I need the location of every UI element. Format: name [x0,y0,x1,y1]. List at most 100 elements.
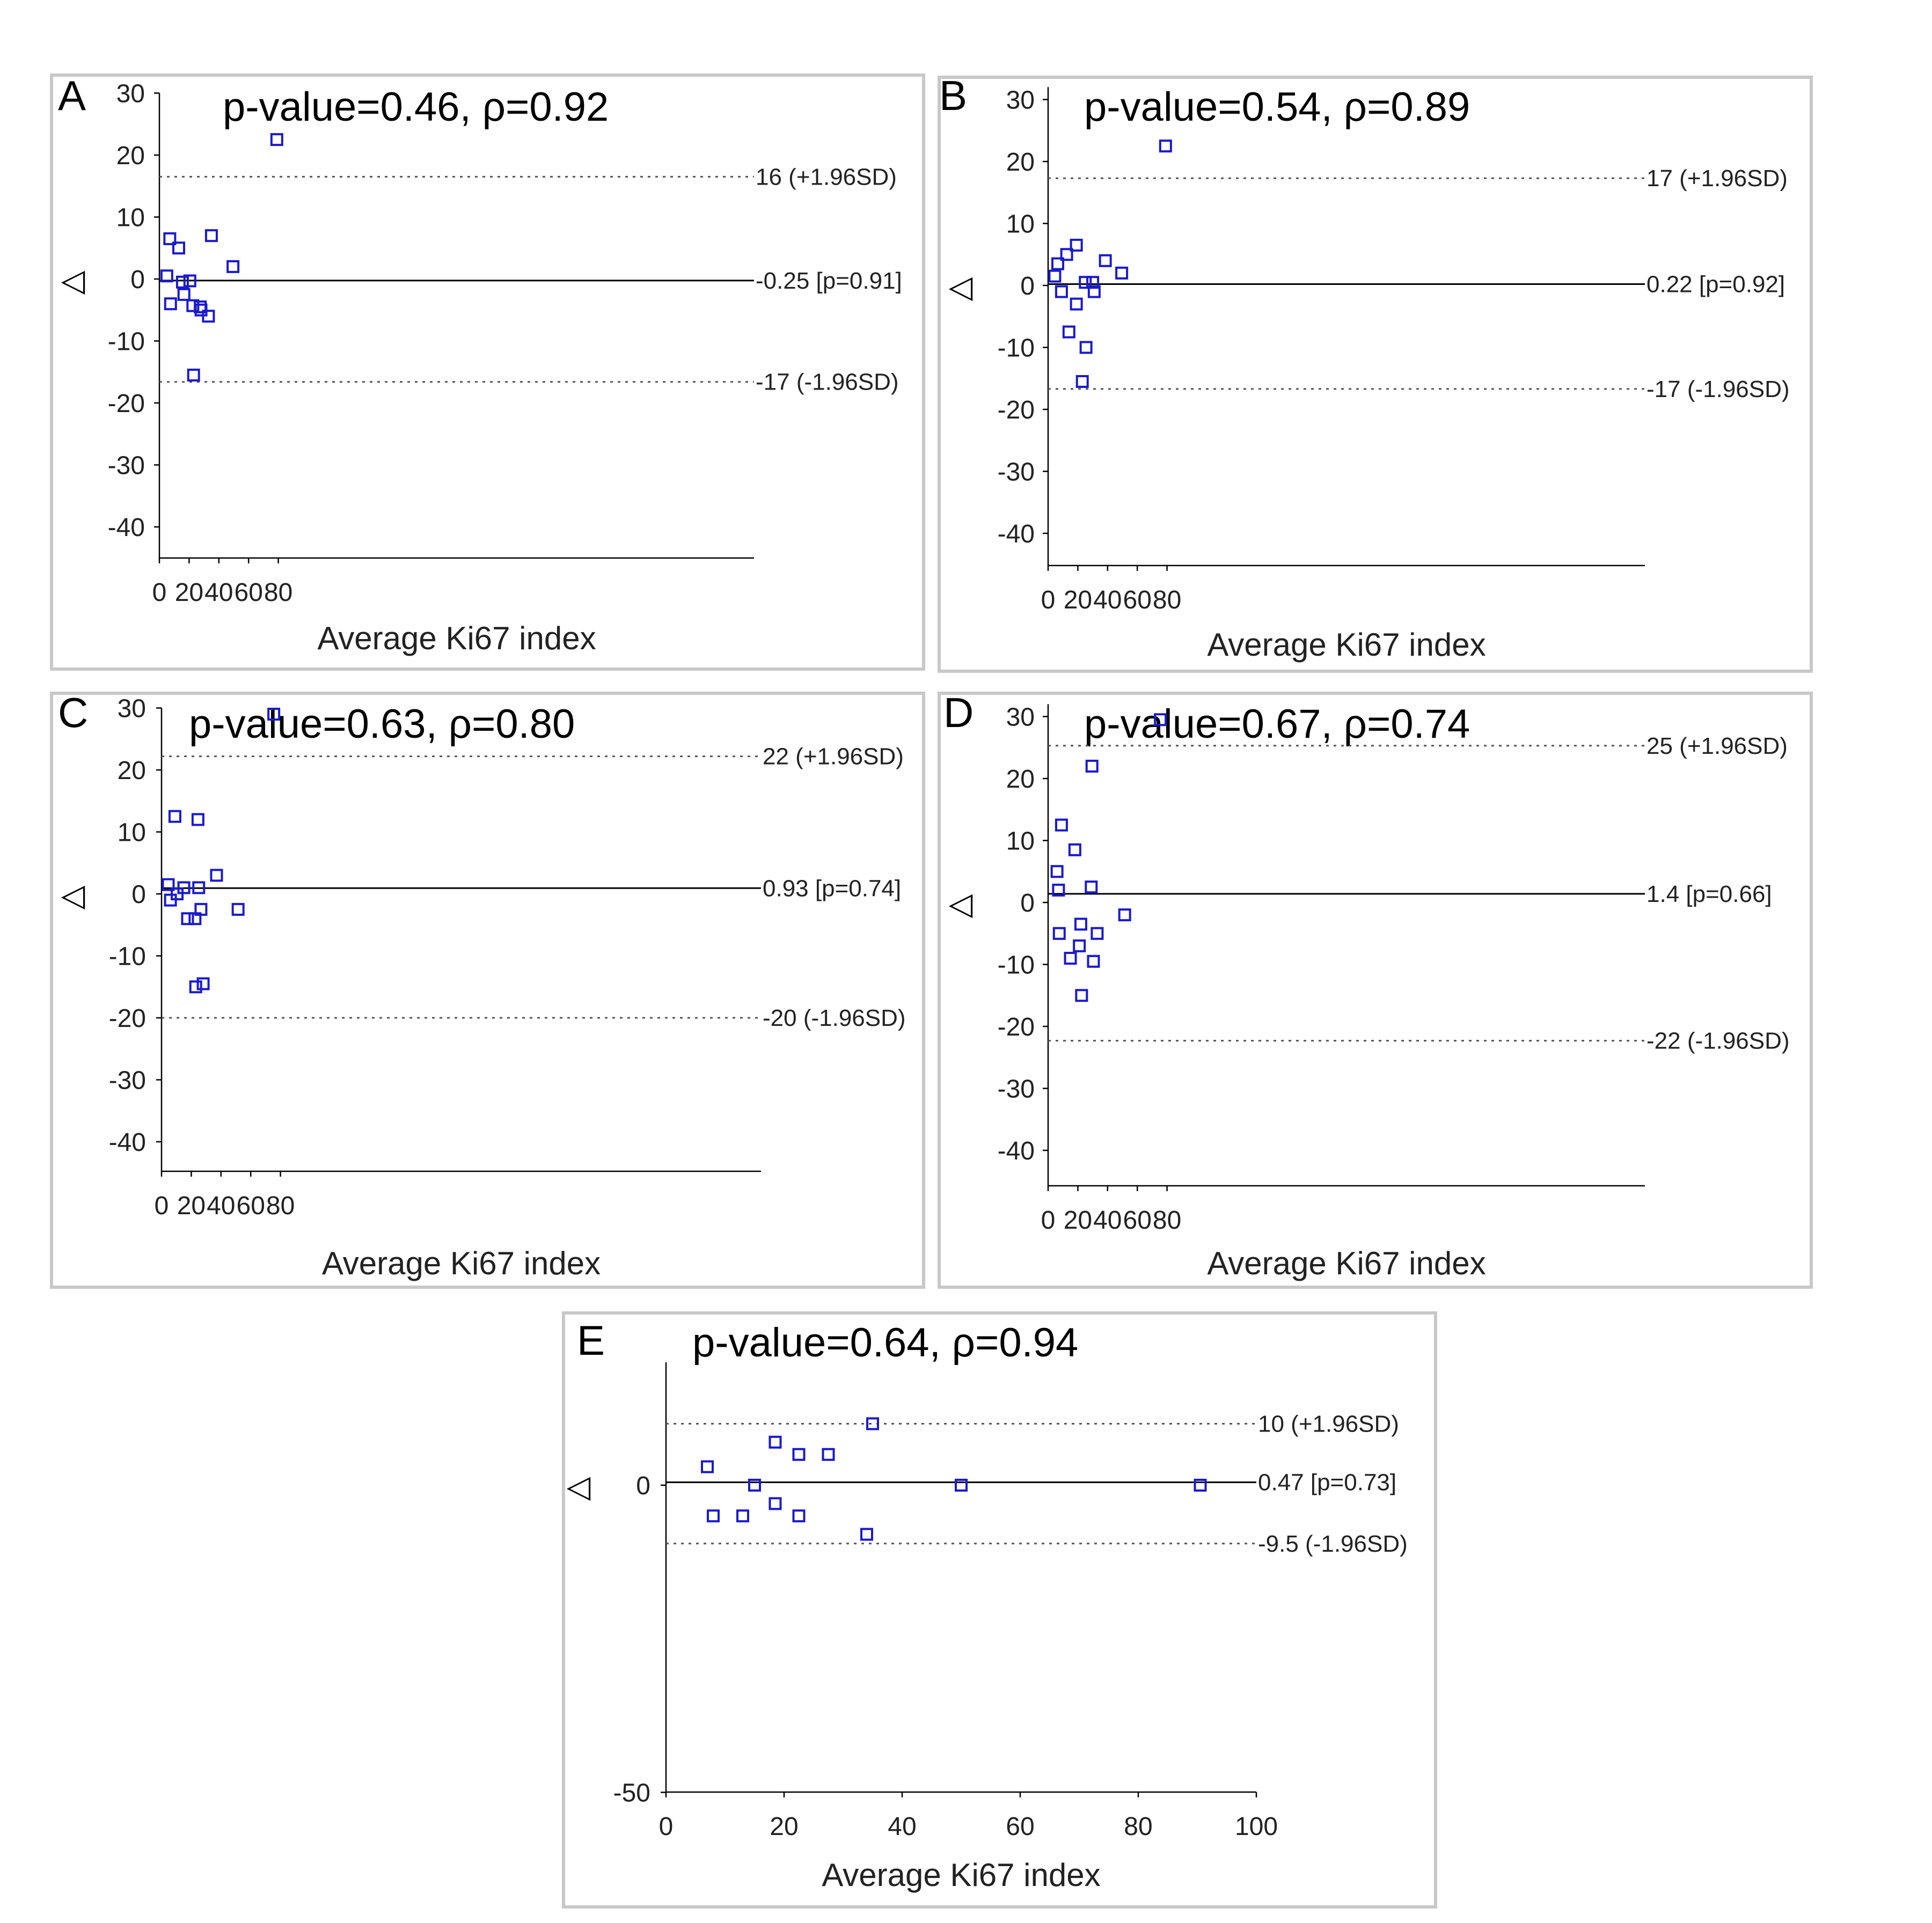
data-point [187,369,200,382]
lower-limit-label: -20 (-1.96SD) [763,1005,906,1031]
x-tick-label: 80 [266,1192,295,1220]
data-point [204,229,218,243]
x-axis-title: Average Ki67 index [1207,627,1485,663]
data-point [231,902,245,916]
mean-label: 0.47 [p=0.73] [1258,1470,1396,1496]
x-tick-label: 40 [888,1812,916,1841]
mean-label: 1.4 [p=0.66] [1646,881,1772,907]
data-point [769,1497,782,1510]
y-tick-label: 10 [118,819,146,847]
lower-limit-label: -17 (-1.96SD) [1646,376,1790,402]
data-point [177,288,191,301]
x-tick-label: 20 [1064,1206,1092,1235]
y-tick-label: 30 [1006,86,1035,115]
y-tick-label: 0 [131,880,146,909]
data-point [1087,285,1101,298]
panel-frame [938,692,1813,1289]
y-tick-label: -10 [109,943,146,971]
data-point [1062,325,1075,339]
y-tick-label: 0 [1020,272,1035,300]
data-point [1052,883,1065,897]
y-tick-label: 10 [1006,827,1035,856]
data-point [1091,927,1104,940]
data-point [955,1479,968,1492]
data-point [183,274,196,288]
y-tick-label: 10 [116,204,145,232]
data-point [1068,843,1081,856]
x-tick-label: 0 [659,1812,674,1841]
panel-letter: A [58,72,86,119]
data-point [1085,759,1099,773]
data-point [1079,341,1093,354]
y-tick-label: 30 [116,80,145,108]
data-point [1055,285,1068,298]
data-point [172,241,186,255]
y-axis-title: ◁ [949,885,973,922]
y-tick-label: 0 [636,1472,650,1500]
x-tick-label: 80 [1153,586,1181,614]
data-point [1087,955,1100,968]
y-tick-label: -10 [998,951,1035,980]
lower-limit-label: -17 (-1.96SD) [756,369,899,395]
x-tick-label: 100 [1235,1812,1278,1841]
y-tick-label: -30 [108,452,145,480]
data-point [1154,713,1167,726]
data-point [1074,918,1087,931]
data-point [1075,375,1089,388]
upper-limit-label: 16 (+1.96SD) [756,164,897,190]
x-tick-label: 60 [235,578,263,607]
y-tick-label: 30 [118,695,146,723]
y-tick-label: -10 [998,334,1035,363]
data-point [194,902,208,916]
y-axis-title: ◁ [61,262,85,298]
stats-title: p-value=0.64, ρ=0.94 [692,1320,1078,1366]
y-axis-title: ◁ [567,1468,591,1504]
panel-letter: D [943,689,974,736]
data-point [1099,254,1112,267]
y-tick-label: 20 [118,757,146,785]
data-point [191,813,204,826]
data-point [1073,939,1086,952]
data-point [163,232,177,245]
stats-title: p-value=0.63, ρ=0.80 [189,701,575,747]
data-point [1085,880,1098,894]
data-point [707,1509,720,1523]
data-point [202,310,215,323]
y-tick-label: -30 [998,1075,1035,1104]
y-tick-label: -40 [998,520,1035,548]
x-tick-label: 60 [1123,1206,1152,1235]
y-tick-label: -40 [109,1128,146,1157]
y-tick-label: -50 [613,1779,650,1808]
panel-frame [50,74,925,671]
x-axis-title: Average Ki67 index [822,1857,1100,1893]
data-point [822,1448,835,1461]
data-point [196,977,210,990]
y-tick-label: -20 [108,390,145,418]
lower-limit-label: -9.5 (-1.96SD) [1258,1531,1408,1557]
y-tick-label: -30 [109,1067,146,1095]
y-tick-label: -20 [998,1013,1035,1041]
data-point [1070,297,1083,311]
y-tick-label: 0 [1020,889,1035,918]
x-axis-title: Average Ki67 index [322,1245,601,1281]
panel-letter: B [939,72,967,119]
data-point [860,1528,873,1541]
panel-frame [50,692,925,1289]
x-tick-label: 40 [1093,586,1122,614]
data-point [1086,276,1100,289]
y-tick-label: 20 [116,142,145,170]
x-tick-label: 0 [1041,1206,1056,1235]
data-point [792,1448,806,1461]
y-tick-label: -40 [108,513,145,542]
stats-title: p-value=0.67, ρ=0.74 [1084,701,1470,747]
data-point [210,869,223,882]
mean-label: -0.25 [p=0.91] [756,268,902,294]
data-point [267,708,281,721]
y-tick-label: 20 [1006,765,1035,794]
y-tick-label: -10 [108,328,145,356]
data-point [164,297,177,311]
